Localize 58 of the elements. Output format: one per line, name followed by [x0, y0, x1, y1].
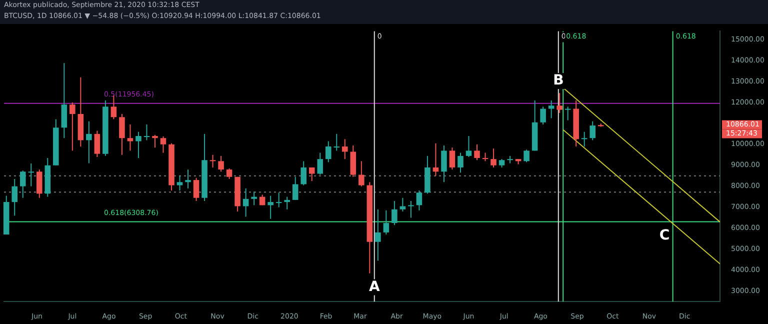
- candlestick: [28, 162, 34, 187]
- candlestick: [317, 152, 324, 176]
- candlestick: [400, 197, 406, 212]
- candlestick: [441, 144, 447, 183]
- candlestick: [540, 106, 546, 125]
- candlestick: [466, 136, 472, 158]
- candlestick: [12, 178, 18, 216]
- candlestick: [325, 140, 332, 163]
- candlestick: [86, 120, 92, 164]
- candlestick: [392, 200, 398, 226]
- candlestick: [136, 131, 142, 159]
- candlestick: [36, 169, 42, 198]
- candlestick: [432, 142, 439, 176]
- candlestick: [564, 106, 571, 121]
- candlestick: [160, 136, 166, 154]
- annotation: C: [659, 227, 670, 244]
- candlestick: [408, 200, 414, 218]
- candlestick: [226, 168, 232, 180]
- candlestick: [218, 155, 224, 172]
- candlestick: [210, 154, 216, 168]
- candlestick: [127, 124, 134, 152]
- candlestick: [490, 148, 496, 168]
- candlestick: [524, 149, 530, 163]
- candlestick: [94, 130, 100, 158]
- candlestick: [556, 92, 562, 114]
- candlestick: [507, 155, 513, 164]
- candlestick: [383, 210, 390, 236]
- annotation: B: [553, 72, 564, 89]
- candlestick: [292, 176, 298, 200]
- candlestick: [342, 138, 348, 160]
- candlestick: [474, 144, 480, 161]
- candlestick: [416, 190, 422, 211]
- candlestick: [276, 192, 282, 208]
- candlestick: [458, 152, 464, 174]
- candlestick: [61, 62, 68, 139]
- candlestick: [193, 177, 200, 202]
- candlestick: [144, 124, 150, 141]
- candlestick: [358, 160, 364, 187]
- candlestick: [242, 188, 249, 218]
- candlestick: [20, 170, 26, 198]
- candlestick: [152, 134, 158, 148]
- candlestick: [334, 133, 340, 152]
- candlestick: [581, 131, 588, 147]
- candlestick: [308, 166, 315, 182]
- candlestick: [590, 120, 596, 141]
- candlestick: [375, 208, 381, 262]
- candlestick: [70, 102, 76, 152]
- candlestick: [185, 169, 191, 189]
- candlestick: [119, 113, 125, 156]
- candlestick: [548, 100, 554, 119]
- candlestick: [300, 160, 306, 186]
- annotation: A: [368, 278, 380, 295]
- candlestick: [268, 195, 274, 220]
- candlestick: [449, 147, 456, 170]
- candlestick: [176, 175, 183, 192]
- candlestick: [251, 191, 257, 206]
- candlestick: [350, 144, 356, 178]
- candlestick: [284, 196, 290, 210]
